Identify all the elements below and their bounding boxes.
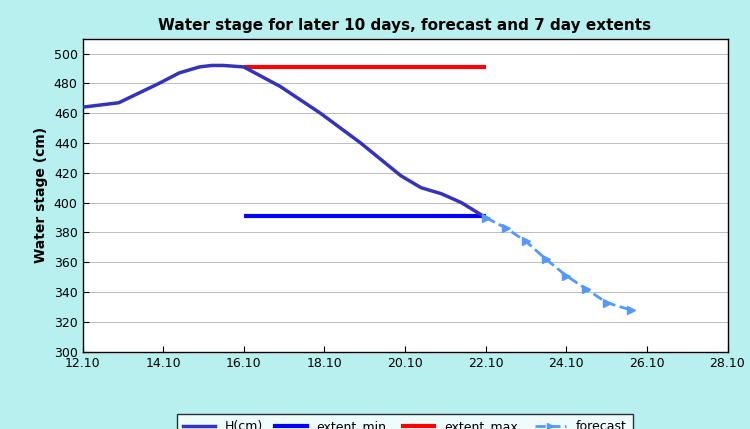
- Title: Water stage for later 10 days, forecast and 7 day extents: Water stage for later 10 days, forecast …: [158, 18, 652, 33]
- Legend: H(cm), extent_min., extent_max., forecast: H(cm), extent_min., extent_max., forecas…: [177, 414, 633, 429]
- Y-axis label: Water stage (cm): Water stage (cm): [34, 127, 48, 263]
